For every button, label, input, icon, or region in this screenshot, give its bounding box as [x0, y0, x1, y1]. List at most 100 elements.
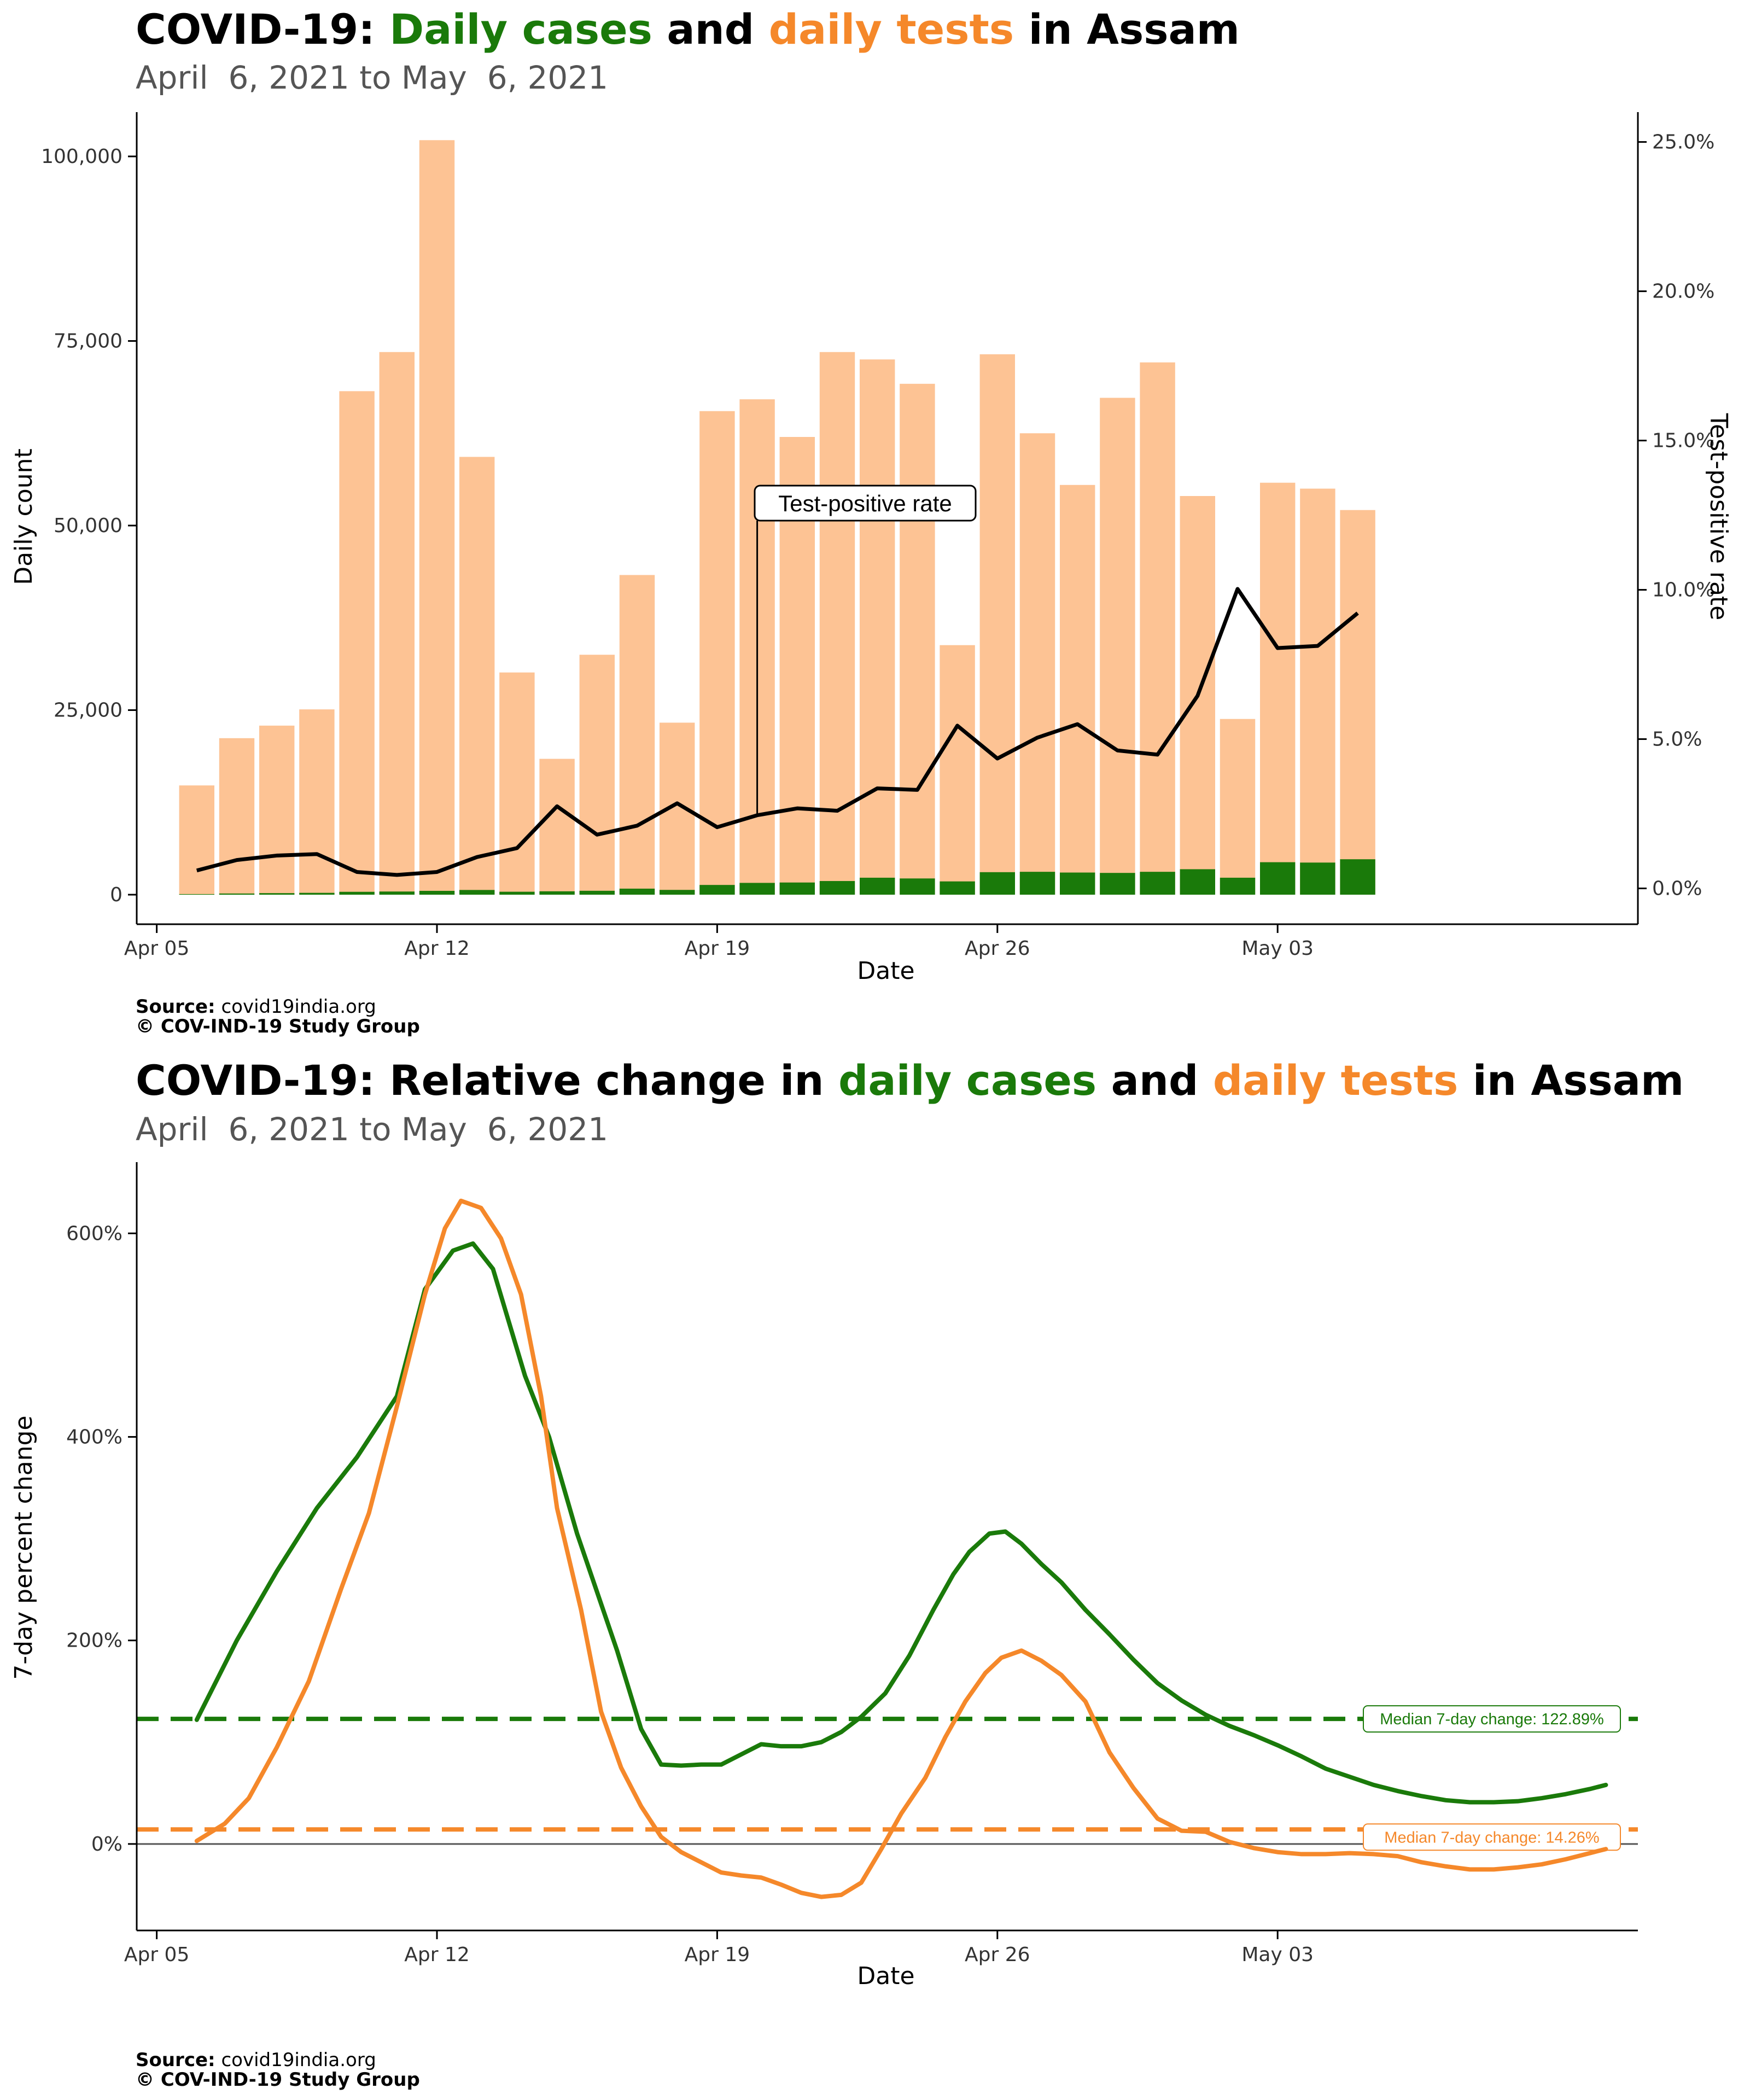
tests-bar: [1019, 433, 1055, 895]
cases-bar: [299, 892, 335, 895]
cases-bar: [219, 893, 255, 895]
x-tick-label: Apr 05: [124, 1944, 190, 1966]
cases-bar: [619, 888, 655, 895]
y-tick-label: 400%: [66, 1426, 122, 1448]
median-label: Median 7-day change: 122.89%: [1380, 1711, 1604, 1728]
cases-bar: [459, 890, 495, 895]
tests-bar: [419, 140, 455, 895]
tests-bar: [339, 391, 375, 895]
cases-bar: [859, 877, 895, 895]
y2-tick-label: 25.0%: [1652, 131, 1714, 154]
y-tick-label: 200%: [66, 1630, 122, 1652]
chart1-copyright: © COV-IND-19 Study Group: [136, 1016, 420, 1037]
chart1-tpr-layer: [196, 587, 1359, 877]
cases-bar: [900, 878, 935, 895]
tests-bar: [1220, 719, 1256, 895]
chart1-y-ticks: 0 25,000 50,000 75,000 100,000: [41, 145, 137, 906]
cases-bar: [339, 891, 375, 895]
median-label-box: [1363, 1705, 1621, 1733]
cases-bar: [819, 881, 855, 895]
tests-bar: [219, 738, 255, 895]
tests-bar: [1059, 485, 1095, 895]
chart2-source: Source: covid19india.org: [136, 2049, 376, 2071]
chart1-source: Source: covid19india.org: [136, 996, 376, 1018]
tests-bar: [459, 457, 495, 895]
cases-bar: [179, 894, 215, 895]
y2-tick-label: 20.0%: [1652, 281, 1714, 303]
tests-bar: [259, 725, 295, 895]
tests-bar: [1340, 510, 1375, 895]
chart2-title-prefix: COVID-19: Relative change in: [136, 1056, 838, 1105]
tests-bar: [699, 411, 735, 895]
chart2-title-cases: daily cases: [838, 1056, 1096, 1105]
chart2-subtitle: April 6, 2021 to May 6, 2021: [136, 1111, 608, 1148]
chart2-title: COVID-19: Relative change in daily cases…: [136, 1056, 1684, 1105]
chart1-y2-axis-title: Test-positive rate: [1705, 413, 1732, 620]
tests-bar: [979, 354, 1016, 895]
annotation-label-box: [754, 485, 977, 522]
chart1-x-ticks: Apr 05 Apr 12 Apr 19 Apr 26 May 03: [124, 924, 1314, 960]
tests-bar: [940, 645, 975, 895]
cases-bar: [1180, 869, 1216, 895]
tpr-line: [196, 587, 1359, 877]
chart2-axes: 0% 200% 400% 600% Apr 05 Apr 12 Apr 19 Apr 26 M…: [66, 1162, 1638, 1966]
x-tick-label: Apr 05: [124, 937, 190, 960]
x-tick-label: Apr 19: [685, 1944, 750, 1966]
y2-tick-label: 10.0%: [1652, 579, 1714, 602]
chart1-title-prefix: COVID-19:: [136, 5, 389, 54]
tests-bar: [859, 359, 895, 895]
cases-bar: [1340, 859, 1375, 895]
chart1-source-label: Source:: [136, 996, 215, 1018]
chart2-caption: Source: covid19india.org © COV-IND-19 St…: [136, 2049, 420, 2091]
x-tick-label: May 03: [1241, 1944, 1314, 1966]
tests-bar: [299, 709, 335, 895]
chart-daily-cases-tests: COVID-19: Daily cases and daily tests in…: [10, 5, 1732, 1037]
chart1-source-text: covid19india.org: [215, 996, 376, 1018]
cases-bar: [739, 883, 775, 895]
cases-bar: [1140, 872, 1175, 895]
x-tick-label: Apr 12: [404, 937, 470, 960]
chart1-caption: Source: covid19india.org © COV-IND-19 St…: [136, 996, 420, 1037]
chart1-title-mid: and: [652, 5, 769, 54]
y-tick-label: 75,000: [54, 330, 122, 353]
chart2-x-axis-title: Date: [857, 1962, 914, 1990]
chart2-y-axis-title: 7-day percent change: [10, 1415, 38, 1679]
y-tick-label: 600%: [66, 1222, 122, 1245]
chart2-source-label: Source:: [136, 2049, 215, 2071]
cases-bar: [1059, 872, 1095, 895]
x-tick-label: Apr 19: [685, 937, 750, 960]
tests-bar: [1100, 398, 1135, 895]
cases-bar: [699, 885, 735, 895]
cases-bar: [539, 891, 575, 895]
tests-bar: [179, 785, 215, 895]
chart2-y-ticks: 0% 200% 400% 600%: [66, 1222, 137, 1856]
cases-bar: [979, 872, 1016, 895]
cases-bar: [1220, 877, 1256, 895]
chart2-title-tests: daily tests: [1213, 1056, 1458, 1105]
tests-change-line: [194, 1198, 1608, 1899]
chart2-title-mid: and: [1096, 1056, 1213, 1105]
chart1-x-axis-title: Date: [857, 957, 914, 985]
y-tick-label: 50,000: [54, 515, 122, 537]
chart2-median-layer: Median 7-day change: 122.89% Median 7-day…: [137, 1705, 1638, 1851]
cases-bar: [1019, 872, 1055, 895]
tests-bar: [819, 352, 855, 895]
y2-tick-label: 0.0%: [1652, 877, 1702, 900]
x-tick-label: May 03: [1241, 937, 1314, 960]
tests-bar: [379, 352, 415, 895]
x-tick-label: Apr 12: [404, 1944, 470, 1966]
y2-tick-label: 5.0%: [1652, 728, 1702, 751]
median-label: Median 7-day change: 14.26%: [1384, 1829, 1599, 1846]
chart1-title: COVID-19: Daily cases and daily tests in…: [136, 5, 1240, 54]
tests-bar: [1259, 482, 1296, 895]
y-tick-label: 100,000: [41, 145, 122, 168]
chart1-title-cases: Daily cases: [389, 5, 652, 54]
cases-bar: [659, 890, 695, 895]
median-label-box: [1363, 1823, 1621, 1851]
cases-bar: [1100, 873, 1135, 895]
chart1-title-suffix: in Assam: [1014, 5, 1240, 54]
chart1-y2-ticks: 0.0% 5.0% 10.0% 15.0% 20.0% 25.0%: [1638, 131, 1714, 900]
tests-bar: [900, 383, 935, 895]
tests-bar: [1300, 488, 1335, 895]
cases-bar: [579, 890, 615, 895]
